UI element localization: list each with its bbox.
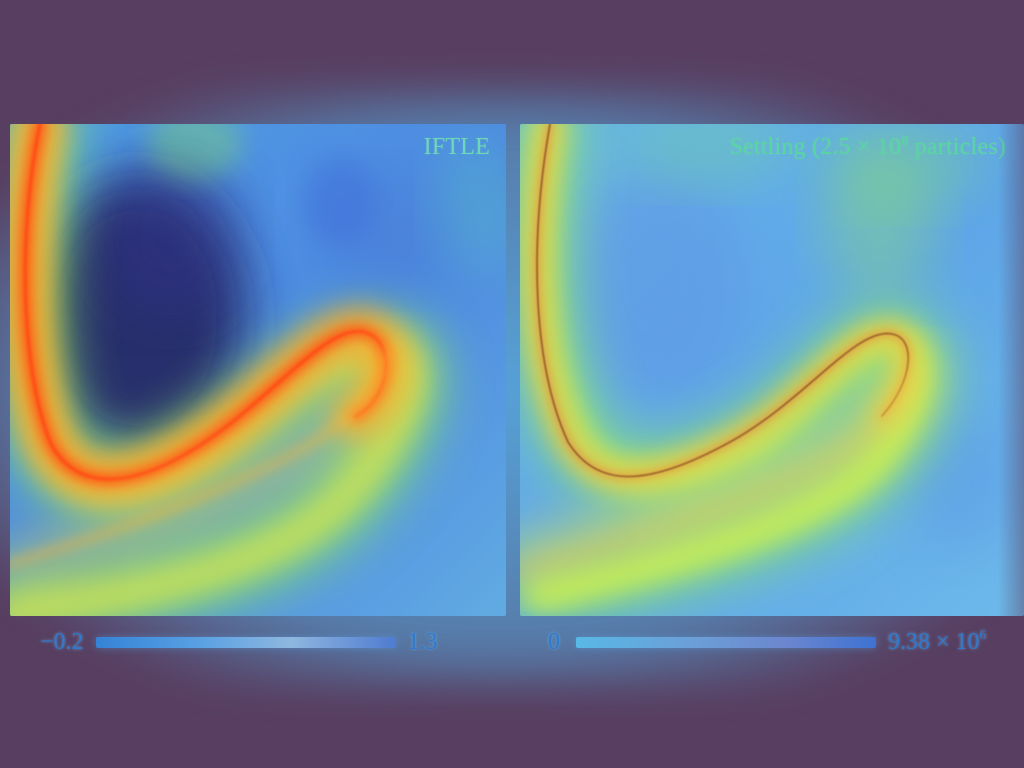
iftle-colorbar: −0.2 1.3 <box>40 624 460 660</box>
iftle-colorbar-gradient <box>95 636 396 648</box>
iftle-panel-title: IFTLE <box>423 134 490 160</box>
settling-heatmap-panel: Settling (2.5 × 108 particles) <box>520 124 1024 616</box>
iftle-heatmap-panel: IFTLE <box>10 124 506 616</box>
settling-title-suffix: particles) <box>908 134 1006 160</box>
iftle-colorbar-max: 1.3 <box>407 628 438 655</box>
iftle-colorbar-min: −0.2 <box>40 628 84 655</box>
settling-colorbar-gradient <box>576 636 876 648</box>
iftle-heatmap <box>10 124 506 616</box>
settling-colorbar-max: 9.38 × 106 <box>888 628 987 656</box>
settling-colorbar-max-prefix: 9.38 × 10 <box>888 629 980 655</box>
settling-panel-title: Settling (2.5 × 108 particles) <box>729 134 1006 161</box>
settling-colorbar: 0 9.38 × 106 <box>548 624 1018 660</box>
settling-colorbar-max-exponent: 6 <box>979 628 987 643</box>
settling-title-exponent: 8 <box>901 134 909 149</box>
settling-heatmap <box>520 124 1024 616</box>
settling-colorbar-min: 0 <box>548 628 560 655</box>
settling-title-prefix: Settling (2.5 × 10 <box>729 134 902 160</box>
